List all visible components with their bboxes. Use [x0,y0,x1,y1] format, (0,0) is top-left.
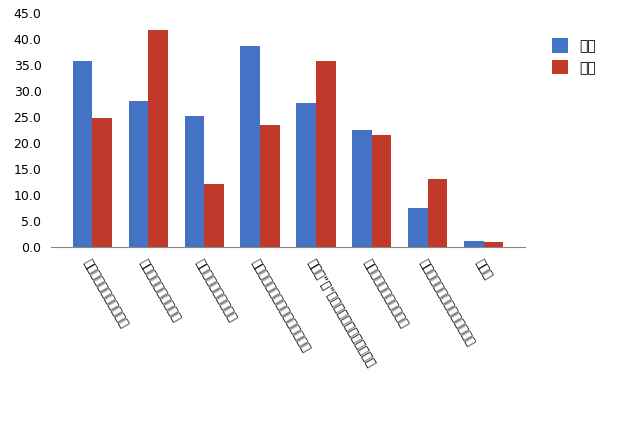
Bar [296,103,316,247]
Bar [428,179,447,247]
Bar [484,242,503,247]
Bar [73,61,92,247]
Bar [316,61,335,247]
Bar [204,184,224,247]
Bar [260,125,280,247]
Bar [129,101,148,247]
Bar [241,46,260,247]
Bar [148,30,168,247]
Bar [184,116,204,247]
Bar [372,135,392,247]
Bar [464,241,484,247]
Legend: 男性, 女性: 男性, 女性 [545,32,603,82]
Bar [352,130,372,247]
Bar [92,118,112,247]
Bar [408,208,428,247]
